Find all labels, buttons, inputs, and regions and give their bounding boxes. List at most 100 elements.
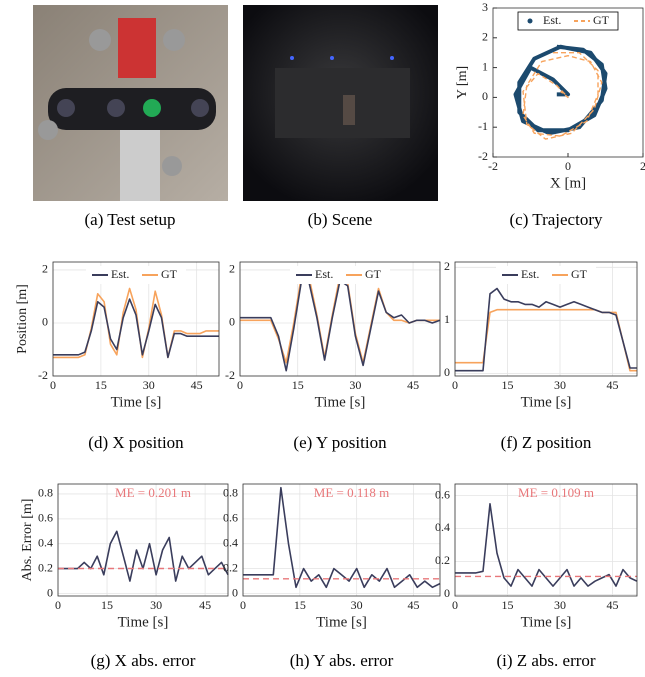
x-tick-label: 0 [237, 378, 243, 392]
y-tick-label: -2 [38, 368, 48, 382]
x-tick-label: 15 [294, 598, 306, 612]
y-tick-label: 0.4 [435, 520, 450, 534]
y-axis-label: Abs. Error [m] [20, 499, 35, 582]
x-tick-label: 0 [452, 378, 458, 392]
y-tick-label: 0.8 [38, 486, 53, 500]
x-tick-label: 30 [554, 598, 566, 612]
x-axis-label: Time [s] [315, 394, 366, 410]
y-tick-label: 0 [232, 585, 238, 599]
x-tick-label: 0 [240, 598, 246, 612]
photo-test-setup [33, 5, 228, 201]
legend-label: Est. [543, 13, 561, 27]
chart: 0 0.2 0.4 0.6 0.8 0 15 30 45 Time [s] Abs. Error [… [20, 484, 228, 630]
y-tick-label: 0.2 [435, 553, 450, 567]
y-tick-label: -2 [478, 149, 488, 163]
y-tick-label: 0.4 [38, 535, 53, 549]
caption: (b) Scene [308, 210, 373, 229]
y-tick-label: 0.6 [223, 511, 238, 525]
y-tick-label: 0.8 [223, 486, 238, 500]
x-axis-label: Time [s] [316, 614, 367, 630]
mean-annotation: ME = 0.201 m [115, 485, 191, 500]
y-tick-label: -1 [478, 119, 488, 133]
x-tick-label: 0 [565, 159, 571, 173]
x-tick-label: 0 [452, 598, 458, 612]
x-axis-label: X [m] [550, 175, 586, 191]
x-tick-label: 45 [407, 378, 419, 392]
x-axis-label: Time [s] [111, 394, 162, 410]
page: (a) Test setup (b) Scene -2-10123-202X [… [0, 0, 645, 677]
x-tick-label: 30 [351, 598, 363, 612]
y-tick-label: 0 [444, 586, 450, 600]
legend-label: GT [571, 267, 588, 281]
y-tick-label: 0 [482, 89, 488, 103]
legend-label: Est. [521, 267, 539, 281]
y-tick-label: 2 [42, 262, 48, 276]
y-tick-label: 2 [444, 259, 450, 273]
y-axis-label: Position [m] [15, 284, 30, 354]
y-tick-label: -2 [225, 368, 235, 382]
y-axis-label: Y [m] [455, 66, 470, 99]
x-tick-label: 0 [50, 378, 56, 392]
legend-marker [528, 19, 533, 24]
y-tick-label: 0.6 [38, 511, 53, 525]
legend-label: Est. [315, 267, 333, 281]
y-tick-label: 0 [42, 315, 48, 329]
legend-label: Est. [111, 267, 129, 281]
x-tick-label: 15 [502, 598, 514, 612]
x-tick-label: 30 [554, 378, 566, 392]
caption: (f) Z position [501, 433, 592, 452]
y-tick-label: 0 [444, 365, 450, 379]
x-tick-label: 30 [143, 378, 155, 392]
x-tick-label: 15 [292, 378, 304, 392]
mean-annotation: ME = 0.109 m [518, 485, 594, 500]
caption: (i) Z abs. error [496, 651, 595, 670]
y-tick-label: 2 [482, 30, 488, 44]
y-tick-label: 1 [444, 312, 450, 326]
y-tick-label: 0.6 [435, 487, 450, 501]
caption: (g) X abs. error [91, 651, 196, 670]
legend-label: GT [365, 267, 382, 281]
legend-label: GT [593, 13, 610, 27]
y-tick-label: 0 [47, 585, 53, 599]
x-tick-label: 15 [101, 598, 113, 612]
x-axis-label: Time [s] [118, 614, 169, 630]
plot-area [455, 484, 637, 596]
x-axis-label: Time [s] [521, 614, 572, 630]
caption: (e) Y position [293, 433, 387, 452]
chart: 0 1 2 0 15 30 45 Time [s] Est. GT [444, 259, 637, 410]
x-tick-label: 45 [607, 598, 619, 612]
photo-scene [243, 5, 438, 201]
x-tick-label: 2 [640, 159, 645, 173]
caption: (h) Y abs. error [290, 651, 394, 670]
caption: (d) X position [88, 433, 184, 452]
x-tick-label: 15 [95, 378, 107, 392]
y-tick-label: 2 [229, 262, 235, 276]
x-tick-label: 30 [349, 378, 361, 392]
x-tick-label: 15 [502, 378, 514, 392]
x-tick-label: -2 [488, 159, 498, 173]
plot-area [243, 484, 440, 596]
mean-annotation: ME = 0.118 m [314, 485, 389, 500]
x-tick-label: 30 [150, 598, 162, 612]
caption: (c) Trajectory [509, 210, 603, 229]
x-axis-label: Time [s] [521, 394, 572, 410]
y-tick-label: 0.2 [223, 560, 238, 574]
plot-area [58, 484, 228, 596]
x-tick-label: 45 [607, 378, 619, 392]
legend-label: GT [161, 267, 178, 281]
x-tick-label: 45 [199, 598, 211, 612]
x-tick-label: 45 [191, 378, 203, 392]
x-tick-label: 0 [55, 598, 61, 612]
y-tick-label: 1 [482, 59, 488, 73]
x-tick-label: 45 [407, 598, 419, 612]
figure: (a) Test setup (b) Scene -2-10123-202X [… [0, 0, 645, 677]
y-tick-label: 0.2 [38, 560, 53, 574]
caption: (a) Test setup [84, 210, 175, 229]
y-tick-label: 0 [229, 315, 235, 329]
chart: -2 -1 0 1 2 3 -2 0 2 X [m] Y [m] Est. GT [455, 0, 645, 191]
y-tick-label: 3 [482, 0, 488, 14]
chart: 0 0.2 0.4 0.6 0 15 30 45 Time [s] ME = 0.109 m [435, 484, 637, 630]
